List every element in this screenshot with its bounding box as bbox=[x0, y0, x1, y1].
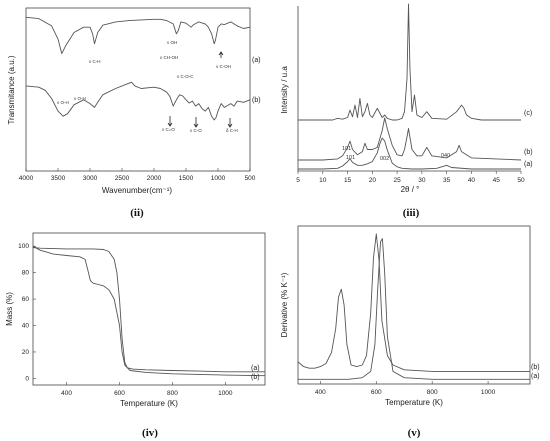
xrd-y-axis-label: Intensity / u.a bbox=[280, 66, 289, 114]
xrd-x-tick-label: 15 bbox=[344, 177, 352, 184]
dtg-plot-frame bbox=[297, 225, 531, 385]
ftir-x-tick-label: 1500 bbox=[179, 175, 194, 182]
ftir-x-tick-label: 4000 bbox=[19, 175, 34, 182]
ftir-annotation-b-ch: δ C-H bbox=[226, 128, 238, 133]
tga-panel-label: (iv) bbox=[142, 427, 158, 439]
ftir-series-label-a: (a) bbox=[252, 57, 261, 64]
xrd-panel-label: (iii) bbox=[403, 207, 420, 219]
tga-y-axis-label: Mass (%) bbox=[5, 292, 14, 326]
ftir-annotation-b-co-double: ν C=O bbox=[162, 127, 175, 132]
xrd-x-ticks: 5 10 15 20 25 30 35 40 45 50 bbox=[296, 171, 525, 184]
ftir-annotation-a-oh: ν O-H bbox=[74, 96, 86, 101]
ftir-series bbox=[25, 16, 251, 121]
xrd-x-tick-label: 25 bbox=[393, 177, 401, 184]
dtg-series-label-a: (a) bbox=[531, 373, 540, 380]
tga-line-a bbox=[32, 247, 265, 373]
ftir-x-tick-label: 3500 bbox=[51, 175, 66, 182]
xrd-peak-label-a-002: 002 bbox=[380, 156, 389, 162]
dtg-series-label-b: (b) bbox=[531, 364, 540, 371]
ftir-line-b bbox=[25, 81, 251, 121]
xrd-x-tick-label: 40 bbox=[468, 177, 476, 184]
ftir-y-axis-label: Transmitance (a.u.) bbox=[7, 55, 16, 124]
ftir-x-tick-label: 2500 bbox=[115, 175, 130, 182]
xrd-x-tick-label: 50 bbox=[517, 177, 525, 184]
ftir-arrows bbox=[167, 51, 233, 128]
ftir-annotations-b: ν O-H ν C=O ν C-O-C ν C-O δ C-H bbox=[57, 74, 238, 133]
dtg-y-axis-label: Derivative (% K⁻¹) bbox=[280, 272, 289, 337]
tga-series-label-b: (b) bbox=[251, 374, 260, 381]
xrd-series-label-b: (b) bbox=[524, 149, 533, 156]
ftir-annotation-b-co: ν C-O bbox=[190, 128, 202, 133]
tga-line-b bbox=[32, 245, 266, 377]
tga-y-tick-label: 80 bbox=[22, 270, 30, 277]
tga-y-tick-label: 0 bbox=[25, 375, 29, 382]
xrd-peak-label-b-101: 101 bbox=[342, 146, 351, 152]
dtg-line-b bbox=[297, 233, 530, 372]
ftir-series-label-b: (b) bbox=[252, 97, 261, 104]
tga-series-label-a: (a) bbox=[251, 365, 260, 372]
ftir-annotation-a-choh: ν CH-OH bbox=[160, 55, 178, 60]
xrd-peak-label-a-040: 040 bbox=[441, 153, 450, 159]
panel-v-dtg: 400 600 800 1000 (b) (a) Temperature (K) De… bbox=[280, 225, 540, 439]
tga-x-axis-label: Temperature (K) bbox=[120, 399, 178, 408]
tga-y-tick-label: 60 bbox=[22, 296, 30, 303]
xrd-x-tick-label: 5 bbox=[296, 177, 300, 184]
xrd-series bbox=[298, 3, 522, 170]
panel-ii-ftir: 4000 3500 3000 2500 2000 1500 1000 500 ν O-H ν … bbox=[7, 7, 261, 219]
xrd-series-label-c: (c) bbox=[524, 110, 532, 117]
xrd-peak-label-a-101: 101 bbox=[346, 155, 355, 161]
tga-x-tick-label: 400 bbox=[61, 390, 72, 397]
tga-ticks: 400 600 800 1000 0 20 40 60 80 100 bbox=[18, 243, 233, 397]
dtg-panel-label: (v) bbox=[408, 427, 421, 439]
xrd-x-axis-label: 2θ / ° bbox=[401, 185, 420, 194]
dtg-x-tick-label: 1000 bbox=[481, 389, 496, 396]
tga-x-tick-label: 1000 bbox=[218, 390, 233, 397]
dtg-line-a bbox=[298, 238, 530, 380]
ftir-annotations-a: ν O-H ν C-H ν OH ν CH-OH ν C-OH bbox=[74, 40, 231, 101]
ftir-plot-frame bbox=[25, 7, 251, 172]
xrd-x-tick-label: 35 bbox=[443, 177, 451, 184]
tga-x-tick-label: 800 bbox=[167, 390, 178, 397]
xrd-line-c bbox=[298, 3, 521, 121]
panel-iii-xrd: 5 10 15 20 25 30 35 40 45 50 101 101 002 040 (c) … bbox=[280, 3, 533, 219]
tga-series bbox=[32, 245, 266, 377]
tga-plot-frame bbox=[32, 232, 266, 386]
tga-y-tick-label: 100 bbox=[18, 243, 29, 250]
dtg-ticks: 400 600 800 1000 bbox=[315, 381, 496, 396]
ftir-annotation-a-oh-2: ν OH bbox=[167, 40, 177, 45]
xrd-x-tick-label: 20 bbox=[369, 177, 377, 184]
ftir-line-a bbox=[25, 16, 251, 55]
tga-y-tick-label: 40 bbox=[22, 323, 30, 330]
ftir-annotation-b-oh: ν O-H bbox=[57, 100, 69, 105]
dtg-series bbox=[297, 233, 530, 380]
ftir-x-ticks: 4000 3500 3000 2500 2000 1500 1000 500 bbox=[19, 168, 256, 182]
panel-iv-tga: 400 600 800 1000 0 20 40 60 80 100 (a) (b) Temper… bbox=[5, 232, 266, 439]
xrd-x-tick-label: 30 bbox=[418, 177, 426, 184]
dtg-x-tick-label: 600 bbox=[371, 389, 382, 396]
ftir-panel-label: (ii) bbox=[130, 207, 144, 219]
xrd-line-b bbox=[298, 117, 522, 161]
ftir-x-axis-label: Wavenumber(cm⁻¹) bbox=[102, 186, 172, 195]
tga-x-tick-label: 600 bbox=[114, 390, 125, 397]
ftir-annotation-a-ch: ν C-H bbox=[89, 59, 101, 64]
xrd-x-tick-label: 45 bbox=[493, 177, 501, 184]
xrd-peak-labels: 101 101 002 040 bbox=[342, 146, 450, 162]
dtg-x-axis-label: Temperature (K) bbox=[385, 398, 443, 407]
ftir-annotation-a-coh: ν C-OH bbox=[216, 64, 231, 69]
tga-y-tick-label: 20 bbox=[22, 349, 30, 356]
xrd-series-label-a: (a) bbox=[524, 161, 533, 168]
xrd-x-tick-label: 10 bbox=[319, 177, 327, 184]
ftir-x-tick-label: 2000 bbox=[147, 175, 162, 182]
dtg-x-tick-label: 800 bbox=[427, 389, 438, 396]
ftir-x-tick-label: 3000 bbox=[83, 175, 98, 182]
ftir-annotation-b-coc: ν C-O-C bbox=[177, 74, 194, 79]
ftir-x-tick-label: 1000 bbox=[211, 175, 226, 182]
xrd-line-a bbox=[298, 137, 521, 170]
ftir-x-tick-label: 500 bbox=[245, 175, 256, 182]
dtg-x-tick-label: 400 bbox=[315, 389, 326, 396]
